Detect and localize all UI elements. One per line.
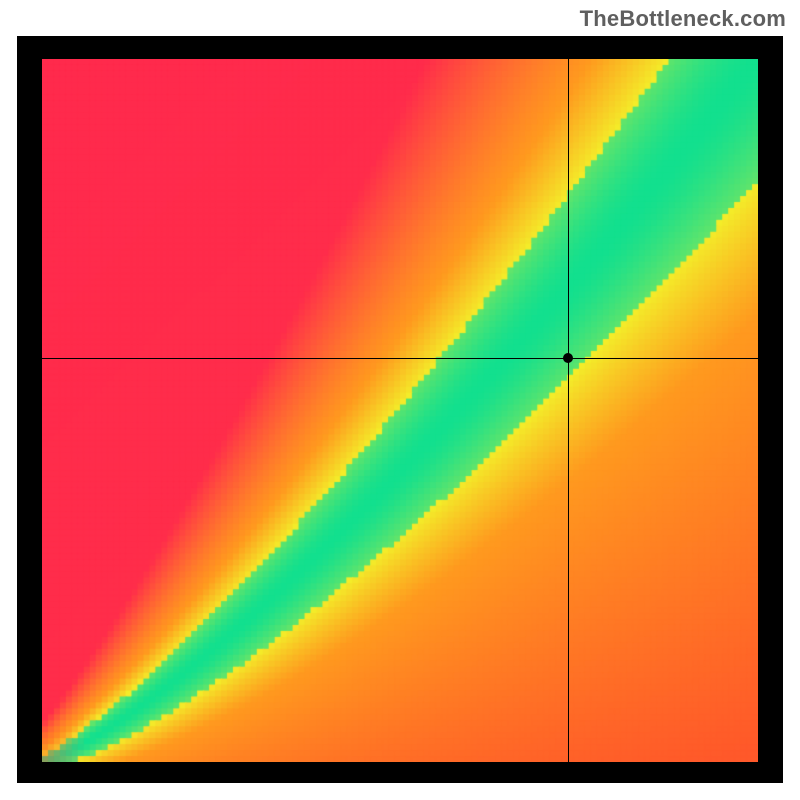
plot-outer-border (17, 36, 783, 783)
crosshair-marker (563, 353, 573, 363)
figure-frame: TheBottleneck.com (0, 0, 800, 800)
attribution-text: TheBottleneck.com (580, 6, 786, 32)
crosshair-horizontal (42, 358, 758, 359)
plot-area (42, 59, 758, 762)
crosshair-vertical (568, 59, 569, 762)
heatmap-canvas (42, 59, 758, 762)
